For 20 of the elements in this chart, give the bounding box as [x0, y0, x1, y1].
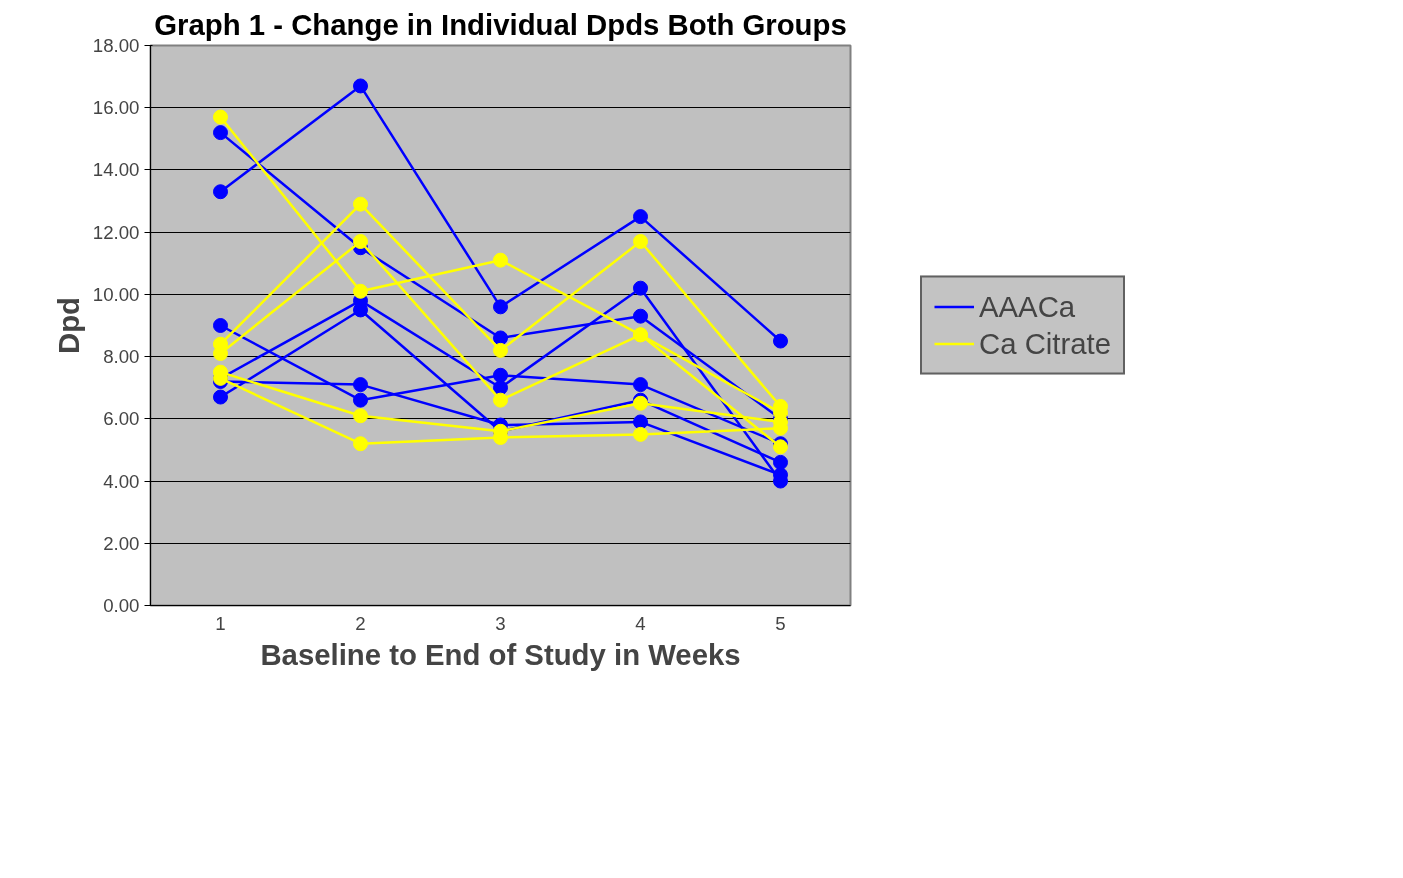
y-tick-label: 2.00 — [103, 532, 140, 554]
x-tick-label: 3 — [495, 612, 506, 634]
x-tick-label: 1 — [215, 612, 226, 634]
y-tick-label: 14.00 — [92, 159, 140, 181]
y-tick-label: 6.00 — [103, 408, 140, 430]
chart-title: Graph 1 - Change in Individual Dpds Both Groups — [154, 7, 847, 41]
x-tick-label: 2 — [355, 612, 366, 634]
x-tick-label: 4 — [635, 612, 646, 634]
x-tick-label: 5 — [775, 612, 786, 634]
y-axis-title: Dpd — [51, 296, 85, 354]
y-tick-label: 0.00 — [103, 595, 140, 616]
y-tick-label: 4.00 — [103, 470, 140, 492]
legend-label: Ca Citrate — [979, 326, 1112, 361]
y-tick-label: 16.00 — [92, 97, 140, 119]
y-tick-label: 18.00 — [92, 35, 140, 56]
y-tick-label: 12.00 — [92, 221, 140, 243]
x-axis-title: Baseline to End of Study in Weeks — [260, 637, 741, 671]
y-tick-label: 10.00 — [92, 283, 140, 305]
legend-label: AAACa — [979, 289, 1076, 324]
y-tick-label: 8.00 — [103, 346, 140, 368]
